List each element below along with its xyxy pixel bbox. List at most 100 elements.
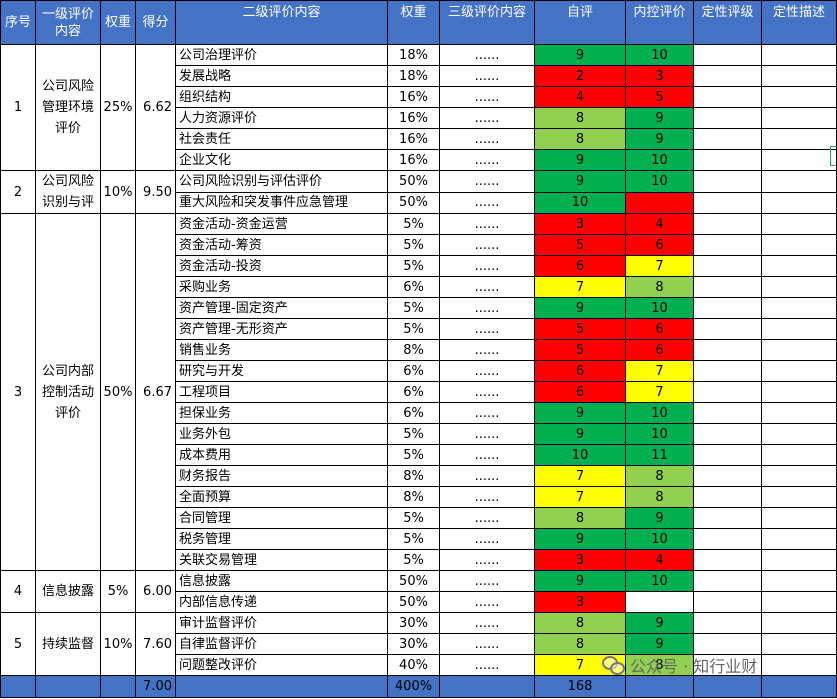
level1-score: 6.00: [135, 570, 176, 613]
qual-description: [761, 444, 837, 466]
qual-rating: [693, 360, 762, 382]
self-eval-score: 10: [534, 444, 626, 466]
qual-rating: [693, 170, 762, 193]
qual-rating: [693, 65, 762, 87]
level1-content: 持续监督: [35, 612, 101, 676]
level2-weight: 5%: [387, 213, 440, 235]
level1-score: 9.50: [135, 170, 176, 214]
level2-content: 企业文化: [175, 149, 388, 171]
qual-rating: [693, 191, 762, 214]
table-body: 1 公司风险管理环境评价 25% 6.62 公司治理评价 18%...... 9 10 发展战略…: [0, 44, 837, 676]
qual-description: [761, 465, 837, 487]
wechat-icon: [602, 656, 625, 675]
qual-description: [761, 297, 837, 319]
level2-weight: 40%: [387, 654, 440, 676]
self-eval-score: 4: [534, 86, 626, 108]
qual-rating: [693, 213, 762, 235]
qual-rating: [693, 444, 762, 466]
ic-eval-score: 9: [625, 107, 694, 129]
level2-weight: 16%: [387, 86, 440, 108]
level2-content: 业务外包: [175, 423, 388, 445]
qual-description: [761, 528, 837, 550]
level3-content: ......: [439, 591, 535, 613]
table-row: 组织结构 16%...... 4 5: [1, 86, 837, 108]
level3-content: ......: [439, 65, 535, 87]
level1-score: 6.62: [135, 44, 176, 171]
table-row: 全面预算 8%...... 7 8: [1, 486, 837, 508]
level2-content: 审计监督评价: [175, 612, 388, 634]
level2-content: 采购业务: [175, 276, 388, 298]
table-row: 内部信息传递 50%...... 3: [1, 591, 837, 613]
level2-content: 工程项目: [175, 381, 388, 403]
level2-content: 资产管理-固定资产: [175, 297, 388, 319]
table-row: 业务外包 5%...... 9 10: [1, 423, 837, 445]
level2-content: 人力资源评价: [175, 107, 388, 129]
table-row: 3 公司内部控制活动评价 50% 6.67 资金活动-资金运营 5%...... 3 4: [0, 213, 837, 571]
table-row: 税务管理 5%...... 9 10: [1, 528, 837, 550]
qual-rating: [693, 255, 762, 277]
level2-weight: 5%: [387, 318, 440, 340]
qual-rating: [693, 486, 762, 508]
level3-content: ......: [439, 318, 535, 340]
self-eval-score: 6: [534, 255, 626, 277]
self-eval-score: 8: [534, 107, 626, 129]
qual-rating: [693, 591, 762, 613]
qual-description: [761, 654, 837, 676]
level2-weight: 8%: [387, 486, 440, 508]
qual-description: [761, 318, 837, 340]
ic-eval-score: 10: [625, 402, 694, 424]
level3-content: ......: [439, 213, 535, 235]
level1-content: 公司风险识别与评: [35, 170, 101, 214]
qual-rating: [693, 86, 762, 108]
level2-weight: 50%: [387, 591, 440, 613]
totals-self: 168: [534, 675, 626, 698]
level1-score: 7.60: [135, 612, 176, 676]
level3-content: ......: [439, 191, 535, 214]
level3-content: ......: [439, 465, 535, 487]
table-row: 合同管理 5%...... 8 9: [1, 507, 837, 529]
ic-eval-score: 8: [625, 276, 694, 298]
header-ic-eval: 内控评价: [625, 0, 694, 45]
level3-content: ......: [439, 402, 535, 424]
level3-content: ......: [439, 170, 535, 193]
level2-weight: 5%: [387, 444, 440, 466]
self-eval-score: 5: [534, 339, 626, 361]
qual-description: [761, 402, 837, 424]
self-eval-score: 9: [534, 170, 626, 193]
qual-rating: [693, 549, 762, 571]
level3-content: ......: [439, 528, 535, 550]
qual-rating: [693, 297, 762, 319]
totals-row: 7.00 400% 168: [0, 675, 837, 698]
level2-content: 关联交易管理: [175, 549, 388, 571]
header-level3: 三级评价内容: [439, 0, 535, 45]
totals-empty: [35, 675, 101, 698]
level2-content: 税务管理: [175, 528, 388, 550]
table-row: 研究与开发 6%...... 6 7: [1, 360, 837, 382]
qual-rating: [693, 507, 762, 529]
qual-description: [761, 570, 837, 592]
self-eval-score: 8: [534, 633, 626, 655]
totals-empty: [693, 675, 762, 698]
level2-weight: 5%: [387, 255, 440, 277]
group-number: 5: [0, 612, 36, 676]
qual-rating: [693, 465, 762, 487]
qual-rating: [693, 402, 762, 424]
self-eval-score: 2: [534, 65, 626, 87]
qual-rating: [693, 612, 762, 634]
level2-weight: 16%: [387, 149, 440, 171]
qual-description: [761, 86, 837, 108]
qual-description: [761, 591, 837, 613]
self-eval-score: 9: [534, 528, 626, 550]
header-row: 序号 一级评价内容 权重 得分 二级评价内容 权重 三级评价内容 自评 内控评价…: [0, 0, 837, 45]
ic-eval-score: [625, 191, 694, 214]
level2-content: 公司治理评价: [175, 44, 388, 66]
level3-content: ......: [439, 633, 535, 655]
ic-eval-score: 7: [625, 360, 694, 382]
qual-rating: [693, 381, 762, 403]
self-eval-score: 5: [534, 318, 626, 340]
level3-content: ......: [439, 444, 535, 466]
self-eval-score: 5: [534, 234, 626, 256]
level2-content: 全面预算: [175, 486, 388, 508]
level2-weight: 6%: [387, 360, 440, 382]
self-eval-score: 9: [534, 570, 626, 592]
